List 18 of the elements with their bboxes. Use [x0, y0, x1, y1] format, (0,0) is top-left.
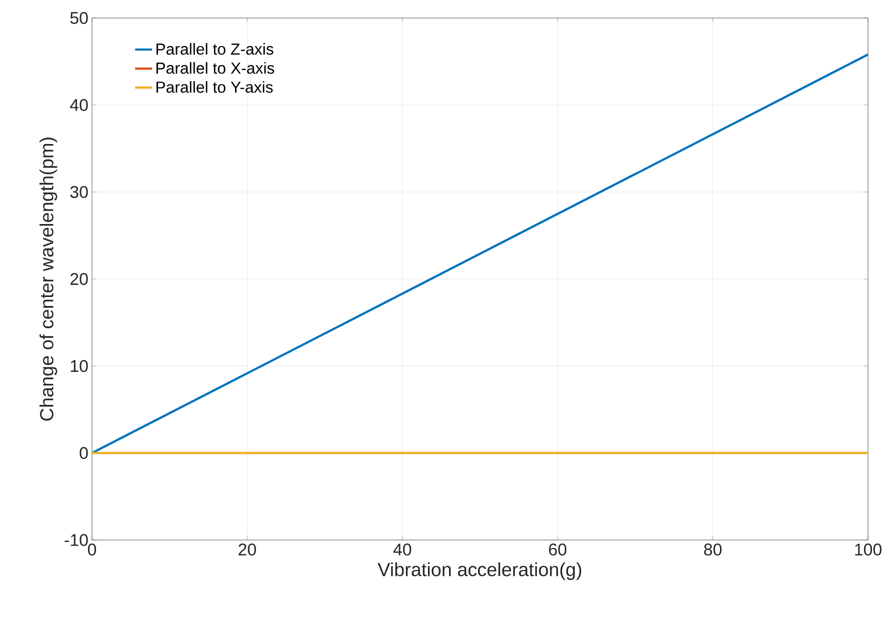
legend-label: Parallel to Z-axis [156, 43, 274, 55]
x-tick-label: 40 [393, 544, 412, 556]
legend-label: Parallel to Y-axis [156, 81, 273, 93]
y-tick-label: 30 [70, 186, 88, 198]
y-tick-label: 20 [70, 273, 88, 285]
y-tick-label: -10 [64, 534, 88, 546]
x-tick-label: 80 [704, 544, 722, 556]
x-axis-title: Vibration acceleration(g) [378, 562, 582, 580]
x-tick-label: 20 [238, 544, 256, 556]
x-tick-label: 0 [88, 544, 96, 556]
x-tick-label: 60 [549, 544, 566, 556]
y-tick-label: 10 [70, 360, 88, 372]
y-tick-label: 40 [70, 99, 88, 111]
legend-label: Parallel to X-axis [156, 62, 274, 74]
y-axis-title: Change of center wavelength(pm) [40, 138, 58, 421]
x-tick-label: 100 [855, 544, 882, 556]
y-tick-label: 0 [80, 447, 88, 459]
y-tick-label: 50 [70, 12, 88, 24]
